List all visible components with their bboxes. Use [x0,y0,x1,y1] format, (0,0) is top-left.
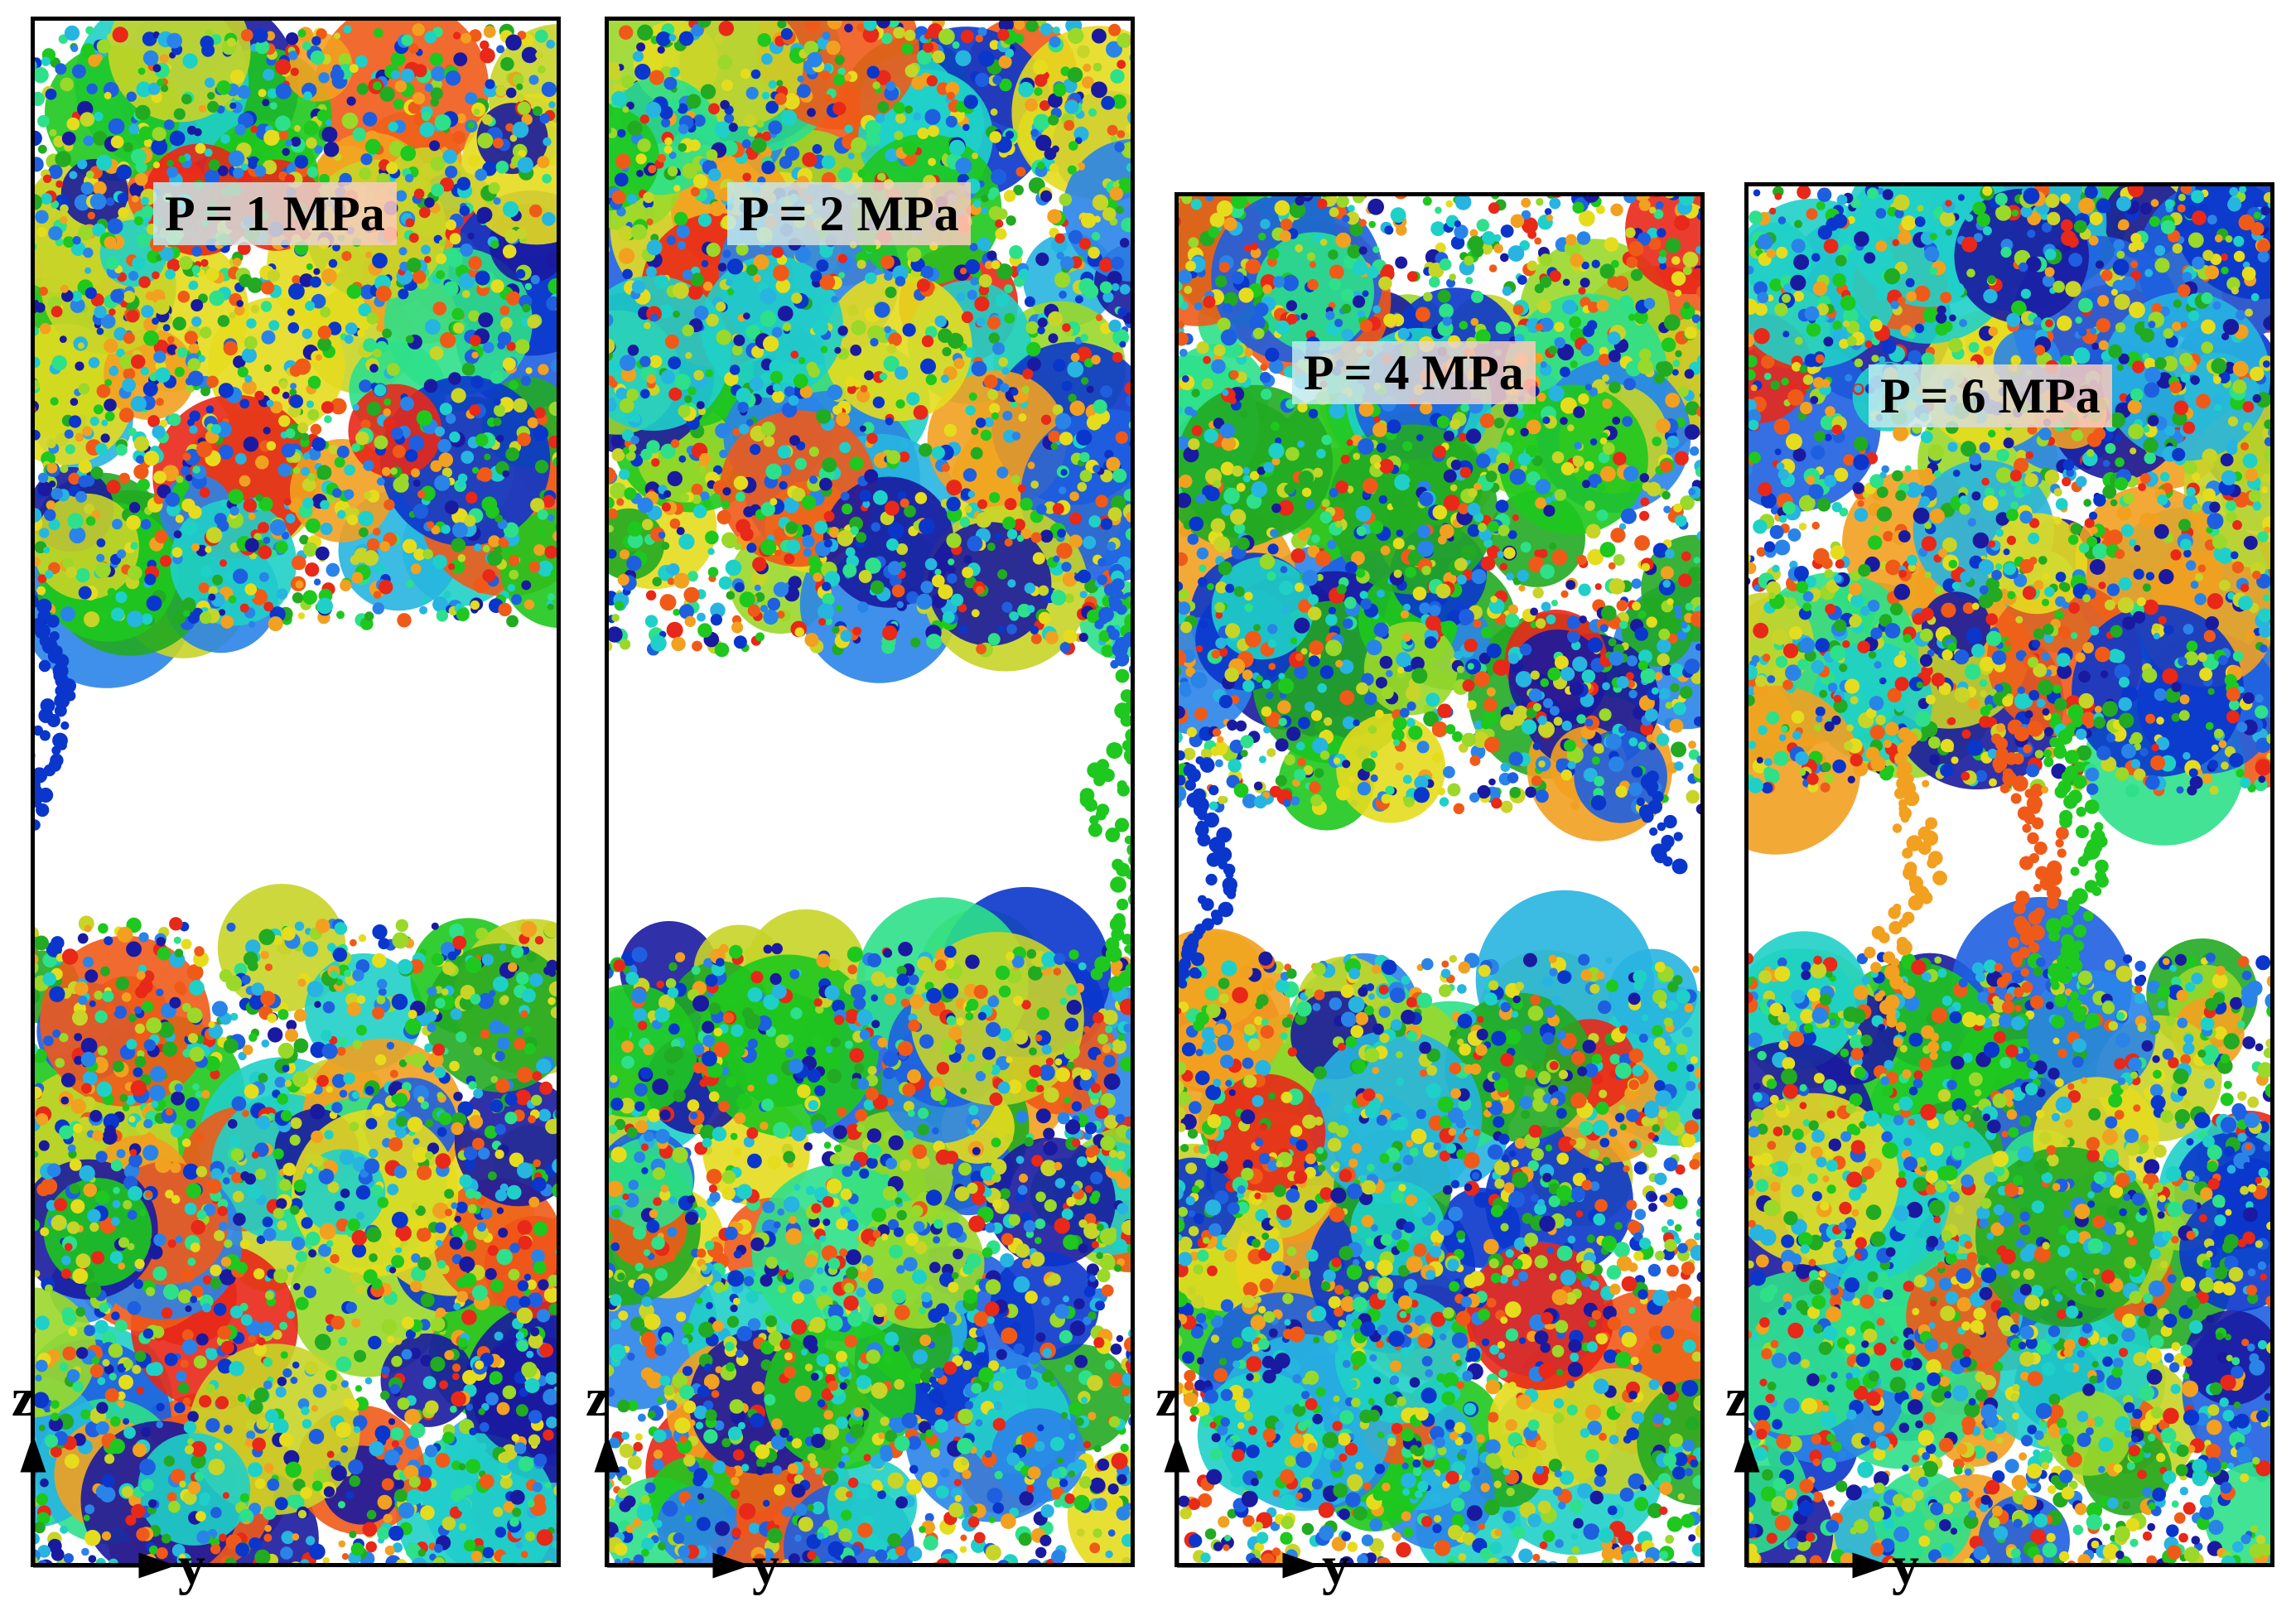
axis-z-label-p1: z [12,1368,36,1428]
axis-y-label-p3: y [1322,1536,1349,1596]
axis-z-label-p2: z [586,1368,610,1428]
pressure-label-p2: P = 2 MPa [727,182,971,245]
axis-z-label-p4: z [1725,1368,1750,1428]
molecular-structure-p3 [1175,192,1705,1567]
molecular-structure-p4 [1744,182,2274,1567]
molecular-structure-p2 [605,17,1135,1567]
panel-p3: P = 4 MPa [1175,192,1705,1567]
pressure-label-p3: P = 4 MPa [1292,341,1536,404]
panel-p4: P = 6 MPa [1744,182,2274,1567]
pressure-label-p1: P = 1 MPa [153,182,397,245]
panel-p2: P = 2 MPa [605,17,1135,1567]
molecular-structure-p1 [31,17,561,1567]
axis-z-label-p3: z [1155,1368,1180,1428]
axis-y-label-p1: y [178,1536,205,1596]
pressure-label-p4: P = 6 MPa [1869,364,2112,427]
panel-p1: P = 1 MPa [31,17,561,1567]
axis-y-label-p4: y [1892,1536,1919,1596]
axis-y-label-p2: y [752,1536,779,1596]
